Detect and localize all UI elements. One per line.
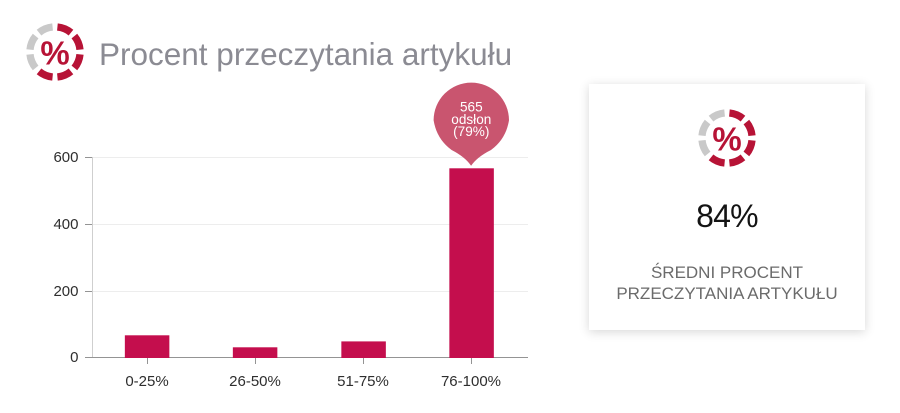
- svg-text:51-75%: 51-75%: [337, 373, 389, 390]
- svg-text:0: 0: [70, 349, 78, 366]
- svg-text:200: 200: [53, 283, 78, 300]
- svg-text:0-25%: 0-25%: [125, 373, 168, 390]
- svg-text:400: 400: [53, 216, 78, 233]
- svg-text:%: %: [712, 120, 741, 157]
- svg-text:odsłon: odsłon: [451, 112, 491, 127]
- svg-text:76-100%: 76-100%: [441, 373, 501, 390]
- svg-text:(79%): (79%): [453, 124, 489, 139]
- svg-text:26-50%: 26-50%: [229, 373, 281, 390]
- svg-text:600: 600: [53, 149, 78, 166]
- svg-text:%: %: [40, 35, 69, 72]
- svg-text:565: 565: [460, 100, 483, 115]
